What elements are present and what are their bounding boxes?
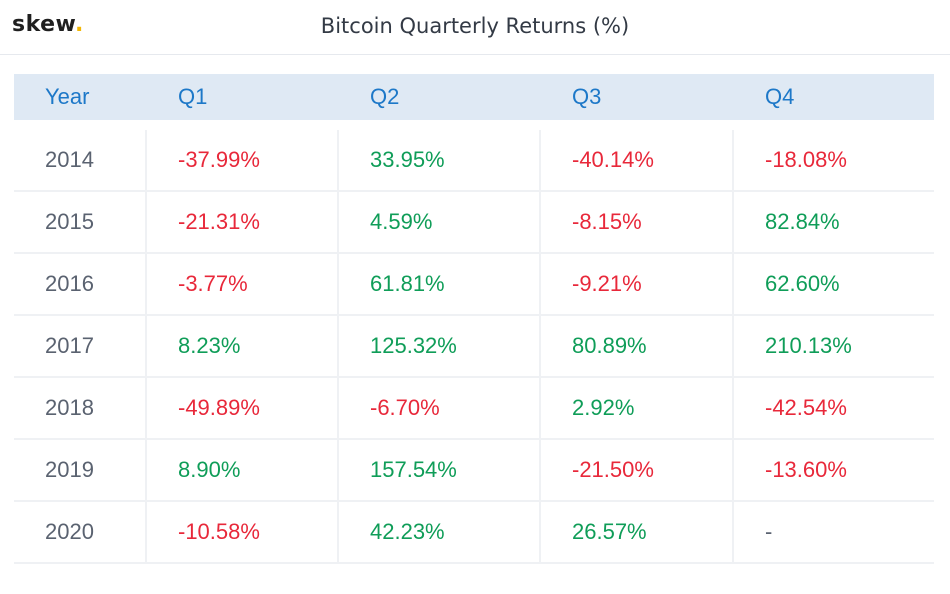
table-row: 2019 8.90% 157.54% -21.50% -13.60% bbox=[14, 440, 934, 502]
column-header-q4: Q4 bbox=[765, 84, 795, 109]
return-cell-q2: 42.23% bbox=[339, 502, 541, 562]
table-row: 2015 -21.31% 4.59% -8.15% 82.84% bbox=[14, 192, 934, 254]
return-cell-q3: -8.15% bbox=[541, 192, 734, 252]
year-cell: 2014 bbox=[14, 130, 147, 190]
return-cell-q1: -10.58% bbox=[147, 502, 339, 562]
table-row: 2016 -3.77% 61.81% -9.21% 62.60% bbox=[14, 254, 934, 316]
column-header-q3: Q3 bbox=[572, 84, 602, 109]
skew-logo[interactable]: skew. bbox=[12, 12, 84, 37]
return-cell-q2: 157.54% bbox=[339, 440, 541, 500]
return-cell-q3: 2.92% bbox=[541, 378, 734, 438]
column-header-q1: Q1 bbox=[178, 84, 208, 109]
header-spacer bbox=[14, 120, 934, 130]
return-cell-q3: 80.89% bbox=[541, 316, 734, 376]
return-cell-q4: -13.60% bbox=[765, 457, 847, 482]
year-cell: 2020 bbox=[14, 502, 147, 562]
table-row: 2017 8.23% 125.32% 80.89% 210.13% bbox=[14, 316, 934, 378]
return-cell-q2: -6.70% bbox=[339, 378, 541, 438]
return-cell-q3: -9.21% bbox=[541, 254, 734, 314]
return-cell-q4: -42.54% bbox=[765, 395, 847, 420]
table-row: 2020 -10.58% 42.23% 26.57% - bbox=[14, 502, 934, 564]
table-header-row: Year Q1 Q2 Q3 Q4 bbox=[14, 74, 934, 120]
year-cell: 2015 bbox=[14, 192, 147, 252]
year-cell: 2019 bbox=[14, 440, 147, 500]
return-cell-q3: 26.57% bbox=[541, 502, 734, 562]
year-cell: 2016 bbox=[14, 254, 147, 314]
year-cell: 2017 bbox=[14, 316, 147, 376]
return-cell-q3: -21.50% bbox=[541, 440, 734, 500]
return-cell-q2: 125.32% bbox=[339, 316, 541, 376]
return-cell-q1: -21.31% bbox=[147, 192, 339, 252]
table-body: 2014 -37.99% 33.95% -40.14% -18.08% 2015 -21.3… bbox=[14, 130, 934, 564]
return-cell-q1: -49.89% bbox=[147, 378, 339, 438]
return-cell-q1: -3.77% bbox=[147, 254, 339, 314]
logo-dot: . bbox=[74, 12, 84, 37]
column-header-year: Year bbox=[45, 84, 90, 109]
return-cell-q4: - bbox=[765, 519, 773, 544]
app-header: skew. Bitcoin Quarterly Returns (%) bbox=[0, 0, 950, 55]
year-cell: 2018 bbox=[14, 378, 147, 438]
return-cell-q1: 8.23% bbox=[147, 316, 339, 376]
return-cell-q2: 4.59% bbox=[339, 192, 541, 252]
return-cell-q4: -18.08% bbox=[765, 147, 847, 172]
return-cell-q2: 61.81% bbox=[339, 254, 541, 314]
page-title: Bitcoin Quarterly Returns (%) bbox=[320, 14, 630, 38]
table-row: 2014 -37.99% 33.95% -40.14% -18.08% bbox=[14, 130, 934, 192]
column-header-q2: Q2 bbox=[370, 84, 400, 109]
return-cell-q4: 62.60% bbox=[765, 271, 840, 296]
return-cell-q4: 82.84% bbox=[765, 209, 840, 234]
logo-text: skew bbox=[12, 12, 75, 37]
table-row: 2018 -49.89% -6.70% 2.92% -42.54% bbox=[14, 378, 934, 440]
returns-table: Year Q1 Q2 Q3 Q4 2014 -37.99% 33.95% -40.14… bbox=[14, 74, 934, 564]
return-cell-q1: 8.90% bbox=[147, 440, 339, 500]
return-cell-q1: -37.99% bbox=[147, 130, 339, 190]
return-cell-q2: 33.95% bbox=[339, 130, 541, 190]
return-cell-q3: -40.14% bbox=[541, 130, 734, 190]
return-cell-q4: 210.13% bbox=[765, 333, 852, 358]
